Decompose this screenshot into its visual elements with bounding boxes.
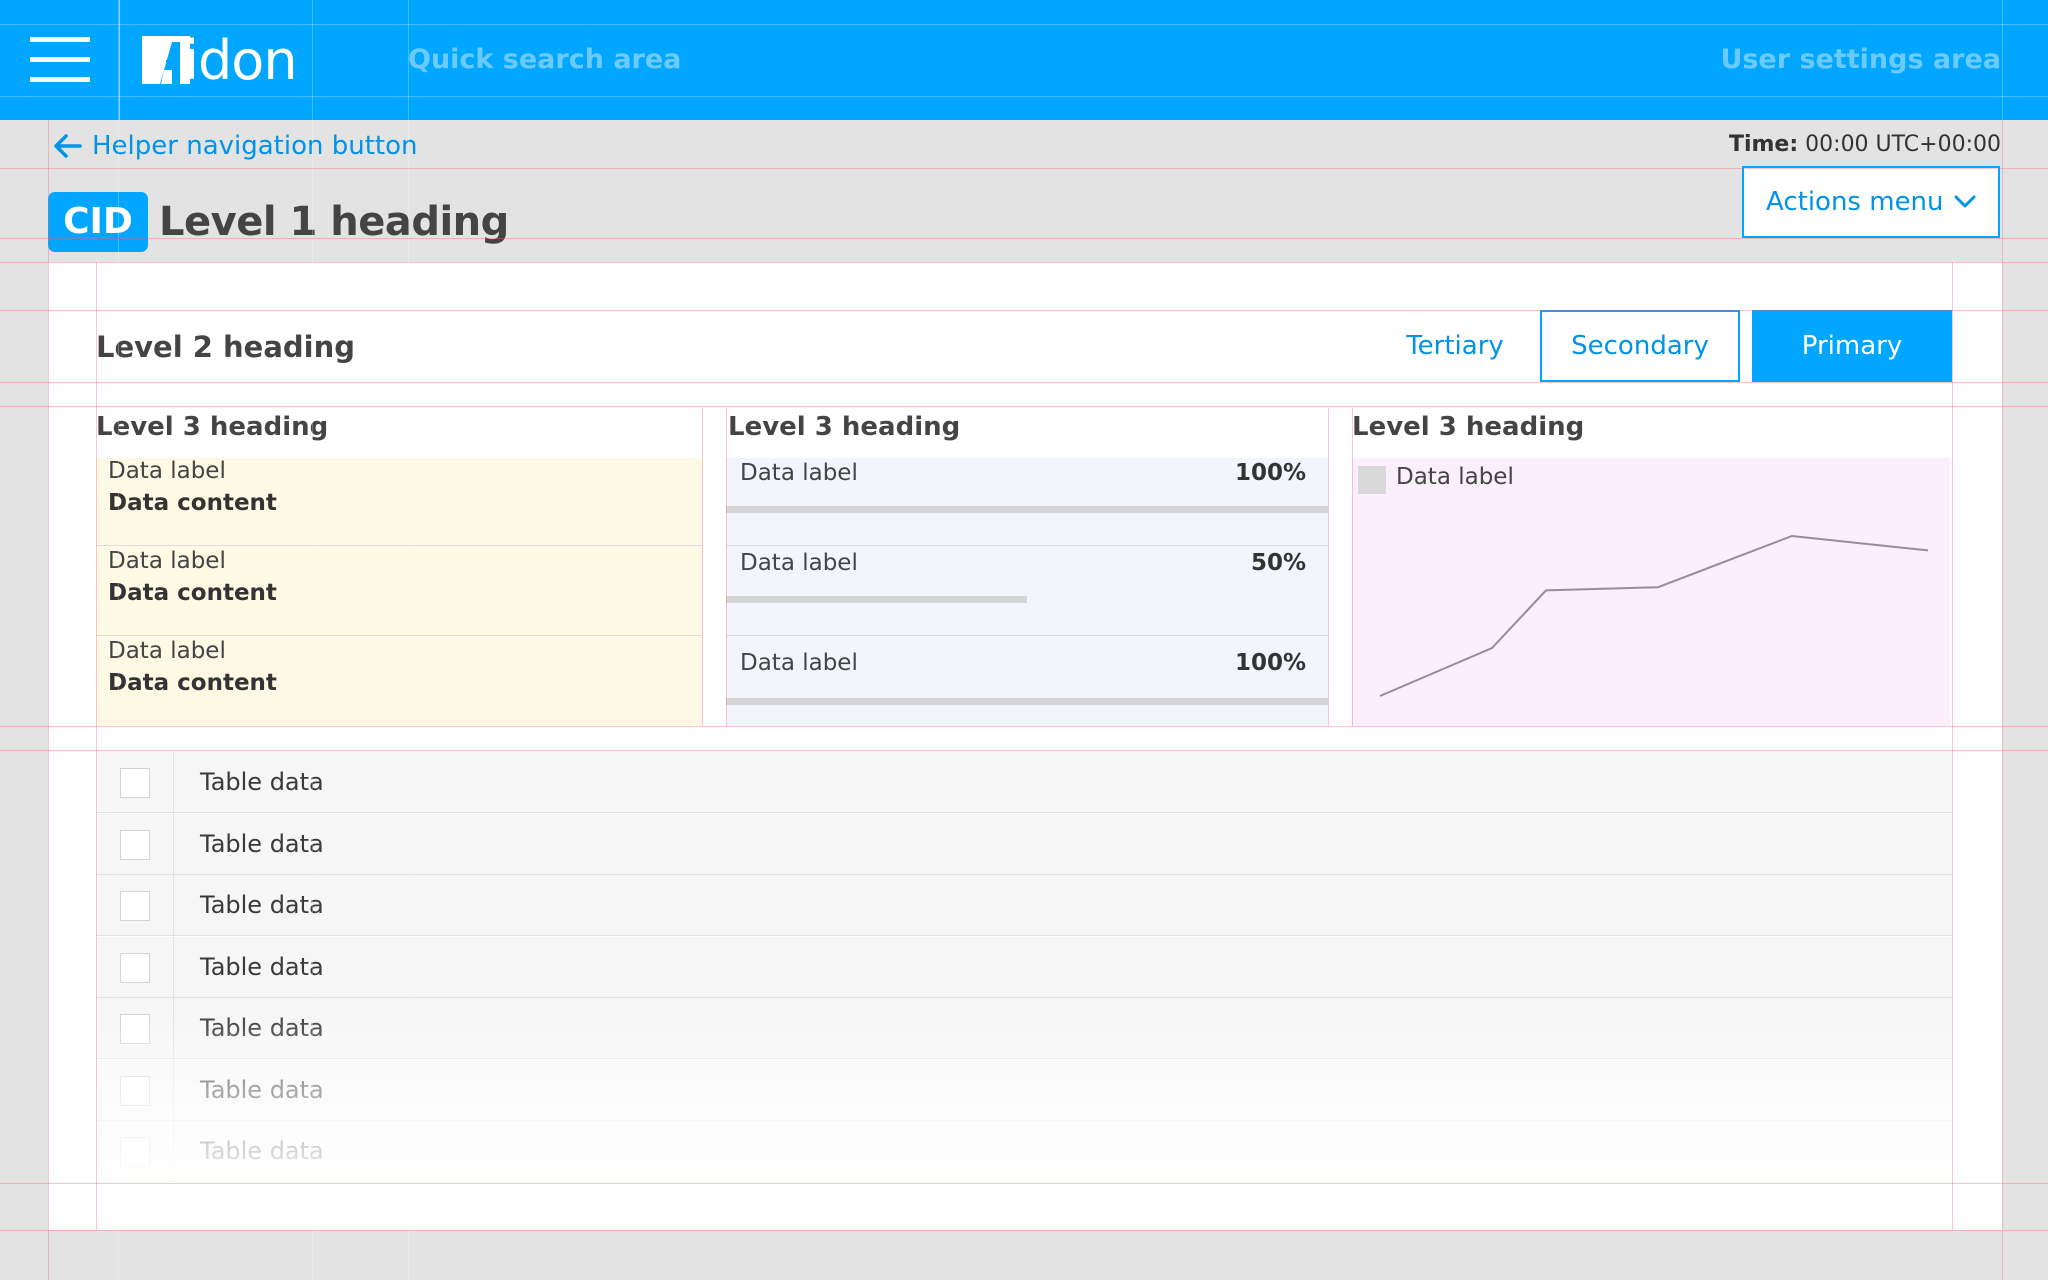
- chart-column-heading: Level 3 heading: [1352, 412, 1585, 442]
- data-content: Data content: [108, 580, 277, 606]
- progress-value: 50%: [1250, 550, 1306, 576]
- table-row[interactable]: Table data: [96, 1121, 1952, 1182]
- secondary-button[interactable]: Secondary: [1540, 310, 1740, 382]
- checkbox-cell: [96, 998, 174, 1059]
- actions-menu-label: Actions menu: [1766, 187, 1944, 217]
- section-heading: Level 2 heading: [96, 330, 356, 364]
- table-cell: Table data: [200, 952, 324, 981]
- cid-badge: CID: [48, 192, 148, 252]
- row-checkbox[interactable]: [120, 768, 150, 798]
- top-bar: idon Quick search area User settings are…: [0, 0, 2048, 120]
- time-display: Time: 00:00 UTC+00:00: [1729, 132, 2001, 157]
- table-row[interactable]: Table data: [96, 875, 1952, 936]
- logo-mark-icon: [142, 36, 190, 84]
- data-label: Data label: [108, 548, 226, 574]
- progress-fill: [726, 698, 1328, 705]
- table-cell: Table data: [200, 768, 324, 796]
- checkbox-cell: [96, 1121, 174, 1182]
- grid-guide: [2002, 120, 2003, 1280]
- progress-label: Data label: [740, 550, 858, 576]
- checkbox-cell: [96, 752, 174, 813]
- kv-column-heading: Level 3 heading: [96, 412, 329, 442]
- table-cell: Table data: [200, 1014, 324, 1042]
- page-title: Level 1 heading: [159, 199, 509, 245]
- line-chart: [1379, 534, 1929, 697]
- column-divider: [1328, 408, 1329, 726]
- table-cell: Table data: [200, 1075, 324, 1104]
- data-label: Data label: [108, 458, 226, 484]
- table-row[interactable]: Table data: [96, 998, 1952, 1059]
- table-cell: Table data: [200, 1137, 324, 1165]
- progress-label: Data label: [740, 460, 858, 486]
- table-row[interactable]: Table data: [96, 813, 1952, 875]
- actions-menu-button[interactable]: Actions menu: [1742, 166, 2000, 238]
- kv-item: Data label Data content: [96, 638, 702, 726]
- row-checkbox[interactable]: [120, 829, 150, 860]
- user-settings-area[interactable]: User settings area: [1720, 44, 2001, 75]
- logo-text: idon: [184, 29, 298, 92]
- chart-panel: Data label: [1352, 458, 1950, 726]
- chart-series-line: [1379, 534, 1929, 697]
- legend-swatch: [1358, 466, 1386, 494]
- table-cell: Table data: [200, 891, 324, 919]
- progress-list: Data label 100% Data label 50% Data labe…: [726, 458, 1328, 726]
- progress-item: Data label 50%: [726, 548, 1328, 636]
- kv-item: Data label Data content: [96, 458, 702, 546]
- table-row[interactable]: Table data: [96, 936, 1952, 998]
- progress-bar: [726, 596, 1328, 603]
- table-row[interactable]: Table data: [96, 1059, 1952, 1121]
- progress-fill: [726, 596, 1027, 603]
- progress-bar: [726, 698, 1328, 705]
- kv-list: Data label Data content Data label Data …: [96, 458, 702, 726]
- helper-navigation-button[interactable]: Helper navigation button: [52, 130, 418, 162]
- progress-fill: [726, 506, 1328, 513]
- grid-guide: [0, 1230, 2048, 1231]
- grid-guide: [0, 168, 2048, 169]
- table-row[interactable]: Table data: [96, 752, 1952, 813]
- data-content: Data content: [108, 670, 277, 696]
- row-checkbox[interactable]: [120, 1014, 150, 1044]
- grid-guide: [2002, 0, 2003, 1280]
- legend-label: Data label: [1396, 464, 1514, 490]
- quick-search-area[interactable]: Quick search area: [408, 44, 682, 75]
- checkbox-cell: [96, 936, 174, 998]
- progress-value: 100%: [1234, 650, 1306, 676]
- time-label: Time:: [1728, 132, 1799, 157]
- data-table: Table data Table data Table data Table data…: [96, 752, 1952, 1182]
- kv-item: Data label Data content: [96, 548, 702, 636]
- progress-bar: [726, 506, 1328, 513]
- progress-item: Data label 100%: [726, 458, 1328, 546]
- helper-navigation-label: Helper navigation button: [92, 131, 418, 161]
- row-checkbox[interactable]: [120, 952, 150, 983]
- checkbox-cell: [96, 1059, 174, 1121]
- checkbox-cell: [96, 813, 174, 875]
- column-divider: [726, 408, 727, 726]
- checkbox-cell: [96, 875, 174, 936]
- row-checkbox[interactable]: [120, 1137, 150, 1167]
- aidon-logo[interactable]: idon: [142, 28, 332, 88]
- chevron-down-icon: [1954, 195, 1976, 208]
- data-label: Data label: [108, 638, 226, 664]
- table-cell: Table data: [200, 829, 324, 858]
- hamburger-menu-icon[interactable]: [0, 0, 120, 120]
- column-divider: [1352, 408, 1353, 726]
- progress-item: Data label 100%: [726, 638, 1328, 726]
- arrow-left-icon: [54, 134, 82, 158]
- tertiary-button[interactable]: Tertiary: [1406, 331, 1504, 361]
- progress-label: Data label: [740, 650, 858, 676]
- time-value: 00:00 UTC+00:00: [1805, 132, 2001, 157]
- progress-value: 100%: [1234, 460, 1306, 486]
- row-checkbox[interactable]: [120, 1075, 150, 1106]
- data-content: Data content: [108, 490, 277, 516]
- column-divider: [702, 408, 703, 726]
- primary-button[interactable]: Primary: [1752, 310, 1952, 382]
- row-checkbox[interactable]: [120, 891, 150, 921]
- progress-column-heading: Level 3 heading: [728, 412, 961, 442]
